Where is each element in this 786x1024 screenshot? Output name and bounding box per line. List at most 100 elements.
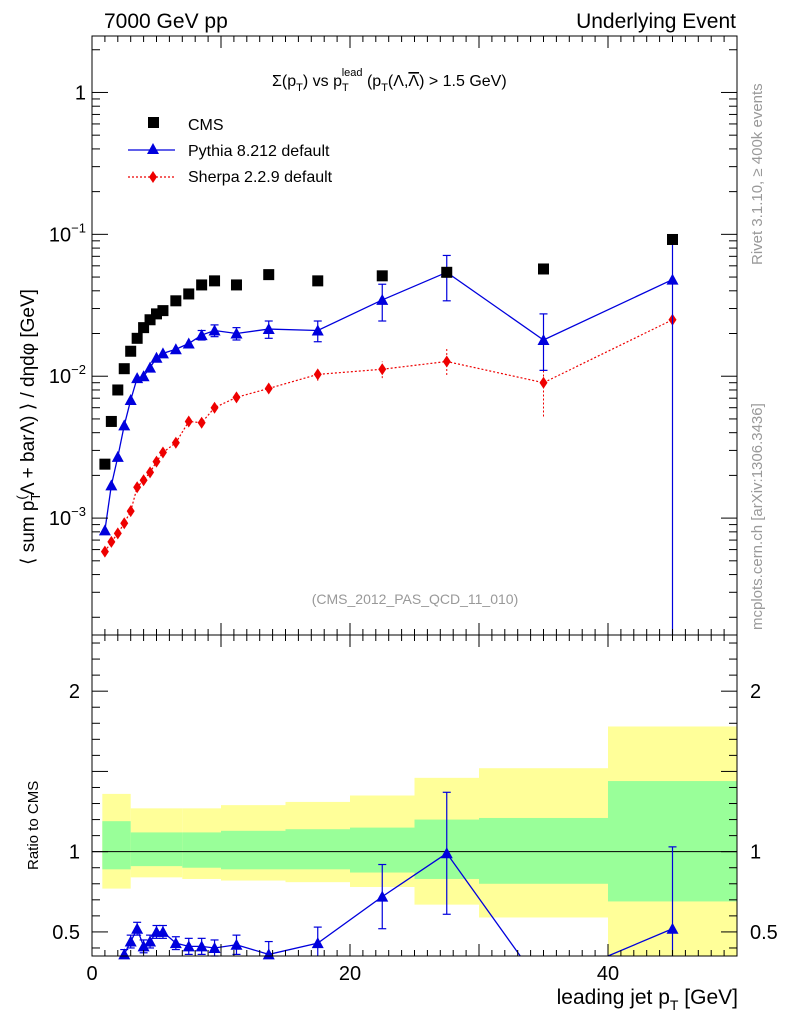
title-part-6: (p [363,73,382,90]
main-plot: 10−310−210−11 Σ(pT) vs pTlead (pT(Λ,Λ) >… [14,36,737,635]
cms-point [667,234,678,245]
main-ytick-base: 10 [49,508,71,530]
cms-point [263,269,274,280]
cms-point [170,295,181,306]
ratio-xtick-label: 40 [597,963,619,985]
main-plot-marks [99,234,679,635]
plot-canvas: 7000 GeV pp Underlying Event Rivet 3.1.1… [0,0,786,1024]
pythia-point [118,419,130,430]
pythia-point [144,362,156,373]
cms-point [132,333,143,344]
pythia-point [157,347,169,358]
ratio-band-inner [182,832,221,867]
legend-sherpa-marker [149,171,157,183]
sherpa-point [314,368,322,380]
legend-pythia-marker [147,143,159,154]
ratio-pythia-point [230,939,242,950]
title-part-5: lead [342,67,363,79]
main-ytick-label: 10−2 [49,362,86,388]
pythia-point [112,451,124,462]
ratio-band-inner [286,829,351,869]
main-ytick-label: 10−1 [49,220,86,246]
ratio-pythia-point [376,891,388,902]
header-left: 7000 GeV pp [104,10,228,33]
ylabel-part-a: ⟨ sum p [18,501,39,565]
legend-pythia-label: Pythia 8.212 default [188,143,330,160]
title-part-10: ) > 1.5 GeV) [419,73,507,90]
title-part-8: (Λ, [388,73,408,90]
ratio-pythia-point [312,937,324,948]
sherpa-point [127,505,135,517]
main-ytick-base: 10 [49,224,71,246]
cms-point [183,288,194,299]
main-plot-title: Σ(pT) vs pTlead (pT(Λ,Λ) > 1.5 GeV) [272,67,507,94]
ylabel-part-d: Λ + barΛ) ⟩ / dηdφ [GeV] [18,289,39,495]
legend-cms-label: CMS [188,117,224,134]
ratio-pythia-point [118,948,130,959]
xlabel-part-c: [GeV] [678,986,738,1009]
ratio-xtick-label: 0 [86,963,97,985]
cms-point [538,263,549,274]
header-right: Underlying Event [576,10,736,33]
cms-point [125,346,136,357]
cms-point [231,279,242,290]
cms-point [312,275,323,286]
cms-point [377,270,388,281]
sherpa-point [443,355,451,367]
legend-cms-marker [148,117,159,128]
rivet-version-label: Rivet 3.1.10, ≥ 400k events [749,83,766,265]
title-part-3: ) vs p [303,73,342,90]
pythia-point [99,524,111,535]
ratio-ytick-label-right: 0.5 [750,922,778,944]
main-plot-ylabel: ⟨ sum pT(Λ + barΛ) ⟩ / dηdφ [GeV] [14,289,43,565]
main-ytick-label: 10−3 [49,504,86,530]
sherpa-point [540,377,548,389]
ratio-ytick-label: 1 [69,842,80,864]
ratio-plot-marks [92,726,737,959]
main-ytick-base: 10 [49,366,71,388]
ratio-plot: 0 20 40 0.5 0.5 1 1 2 2 Ratio to CMS leading jet… [25,635,778,1013]
cms-point [99,459,110,470]
pythia-point [170,343,182,354]
main-ytick-label: 1 [75,82,86,104]
cms-point [209,275,220,286]
sherpa-point [232,391,240,403]
analysis-annotation: (CMS_2012_PAS_QCD_11_010) [312,591,519,607]
sherpa-point [140,474,148,486]
pythia-point [209,325,221,336]
ratio-pythia-point [125,936,137,947]
xlabel-part-a: leading jet p [557,986,670,1009]
pythia-point [538,334,550,345]
main-ytick-exp: −3 [71,504,86,519]
ratio-pythia-point [131,923,143,934]
ratio-xtick-label: 20 [339,963,361,985]
pythia-point [125,394,137,405]
ratio-band-inner [131,832,183,866]
ratio-band-inner [102,821,130,869]
cms-point [112,384,123,395]
ratio-pythia-point [144,936,156,947]
cms-point [119,363,130,374]
mcplots-label: mcplots.cern.ch [arXiv:1306.3436] [749,403,766,630]
pythia-point [667,274,679,285]
pythia-point [183,338,195,349]
cms-point [441,267,452,278]
ratio-ytick-label-right: 2 [750,681,761,703]
ratio-band-inner [221,831,286,870]
title-part-1: Σ(p [272,73,296,90]
title-part-4: T [342,82,349,94]
main-ytick-base: 1 [75,82,86,104]
title-part-9: Λ [408,73,419,90]
main-ytick-exp: −2 [71,362,86,377]
ratio-plot-xlabel: leading jet pT [GeV] [557,986,738,1013]
sherpa-point [159,446,167,458]
sherpa-point [211,402,219,414]
legend: CMS Pythia 8.212 default Sherpa 2.2.9 de… [128,117,333,186]
sherpa-point [133,481,141,493]
pythia-point [196,329,208,340]
ratio-ytick-label-right: 1 [750,842,761,864]
ratio-ytick-label: 0.5 [52,922,80,944]
ratio-band-inner [479,818,608,884]
pythia-point [105,479,117,490]
main-ytick-exp: −1 [71,220,86,235]
